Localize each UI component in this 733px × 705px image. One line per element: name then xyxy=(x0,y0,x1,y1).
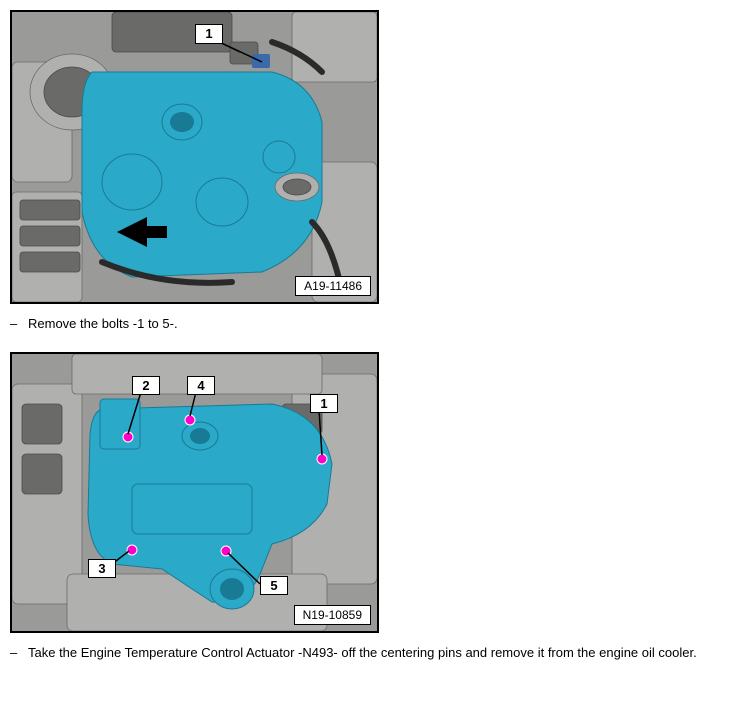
callout-1-label: 1 xyxy=(205,26,212,41)
callout-2: 2 xyxy=(132,376,160,396)
callout-4: 4 xyxy=(187,376,215,396)
figure-1-svg xyxy=(12,12,377,302)
figure-1-id: A19-11486 xyxy=(295,276,371,296)
figure-2: 2 4 1 3 5 N19-10859 xyxy=(10,352,379,633)
callout-1: 1 xyxy=(195,24,223,44)
instruction-1: Remove the bolts -1 to 5-. xyxy=(10,314,723,334)
callout-3: 3 xyxy=(88,559,116,579)
callout-1b: 1 xyxy=(310,394,338,414)
figure-2-id: N19-10859 xyxy=(294,605,371,625)
instruction-2: Take the Engine Temperature Control Actu… xyxy=(10,643,723,663)
figure-1: 1 A19-11486 xyxy=(10,10,379,304)
callout-5: 5 xyxy=(260,576,288,596)
